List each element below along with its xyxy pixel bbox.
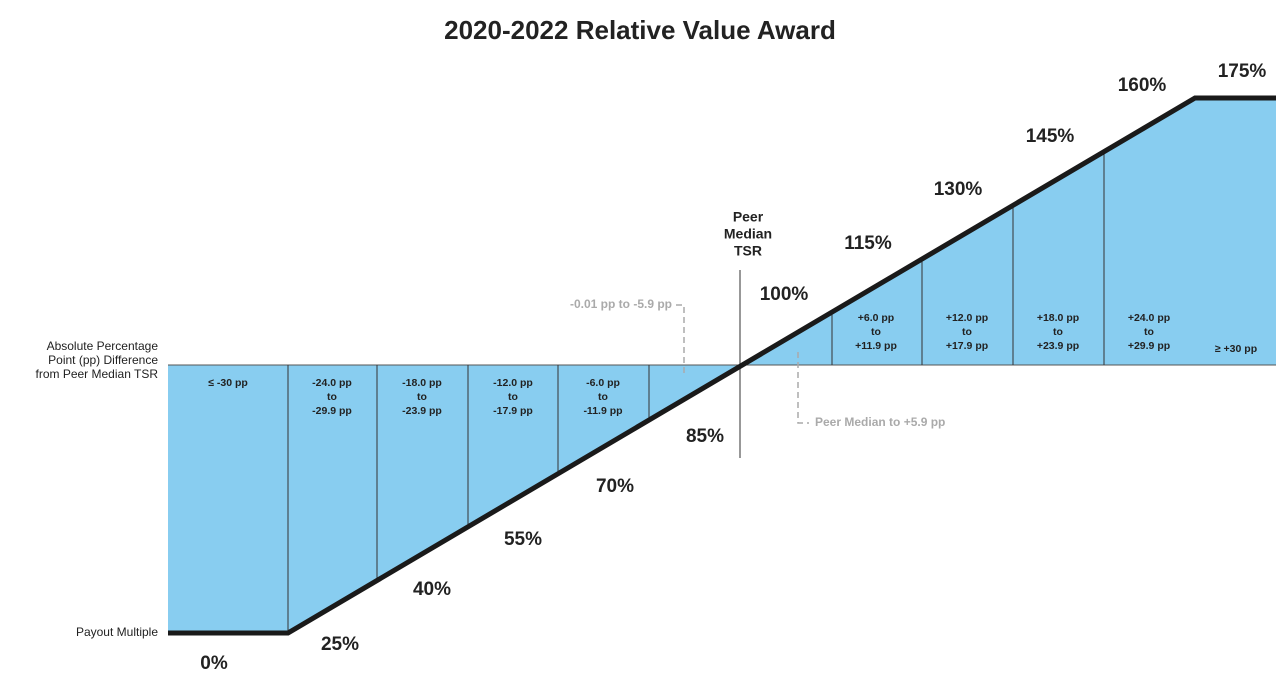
band-label: +17.9 pp [946,340,988,352]
peer-label: Median [724,226,772,242]
band-label: to [327,391,337,403]
lower-area [168,365,742,633]
band-label: -23.9 pp [402,405,442,417]
axis-label: Absolute Percentage [47,339,159,353]
band-label: -18.0 pp [402,377,442,389]
payout-label: 160% [1118,75,1167,96]
annotation: Peer Median to +5.9 pp [815,415,945,429]
band-label: to [871,326,881,338]
band-label: +29.9 pp [1128,340,1170,352]
payout-curve [168,95,1276,636]
band-label: +18.0 pp [1037,312,1079,324]
peer-label: Peer [733,209,764,225]
band-label: -6.0 pp [586,377,620,389]
band-label: +11.9 pp [855,340,897,352]
upper-area [742,98,1276,365]
band-label: +23.9 pp [1037,340,1079,352]
band-label: -12.0 pp [493,377,533,389]
band-label: +6.0 pp [858,312,894,324]
band-label: ≥ +30 pp [1215,343,1257,355]
band-label: -11.9 pp [583,405,622,417]
annotation: -0.01 pp to -5.9 pp [570,297,672,311]
band-label: to [417,391,427,403]
band-label: to [1144,326,1154,338]
payout-label: 70% [596,476,634,497]
axis-label: from Peer Median TSR [36,367,159,381]
title: 2020-2022 Relative Value Award [444,15,836,45]
payout-label: 175% [1218,61,1267,82]
band-label: ≤ -30 pp [208,377,248,389]
band-label: to [1053,326,1063,338]
band-label: -29.9 pp [312,405,352,417]
payout-label: 130% [934,179,983,200]
axis-label: Payout Multiple [76,625,158,639]
leader [676,304,685,376]
payout-label: 115% [844,233,892,254]
payout-label: 100% [760,284,809,305]
band-label: to [962,326,972,338]
dividers [287,151,1105,633]
axis-label: Point (pp) Difference [48,353,158,367]
leader [797,352,809,424]
peer-label: TSR [734,243,762,259]
band-label: +12.0 pp [946,312,988,324]
band-label: -17.9 pp [493,405,533,417]
band-label: +24.0 pp [1128,312,1170,324]
band-label: to [508,391,518,403]
band-label: -24.0 pp [312,377,352,389]
payout-label: 145% [1026,126,1075,147]
payout-label: 40% [413,579,451,600]
payout-label: 55% [504,529,542,550]
payout-label: 25% [321,634,359,655]
payout-label: 85% [686,426,724,447]
band-label: to [598,391,608,403]
payout-label: 0% [200,653,228,673]
